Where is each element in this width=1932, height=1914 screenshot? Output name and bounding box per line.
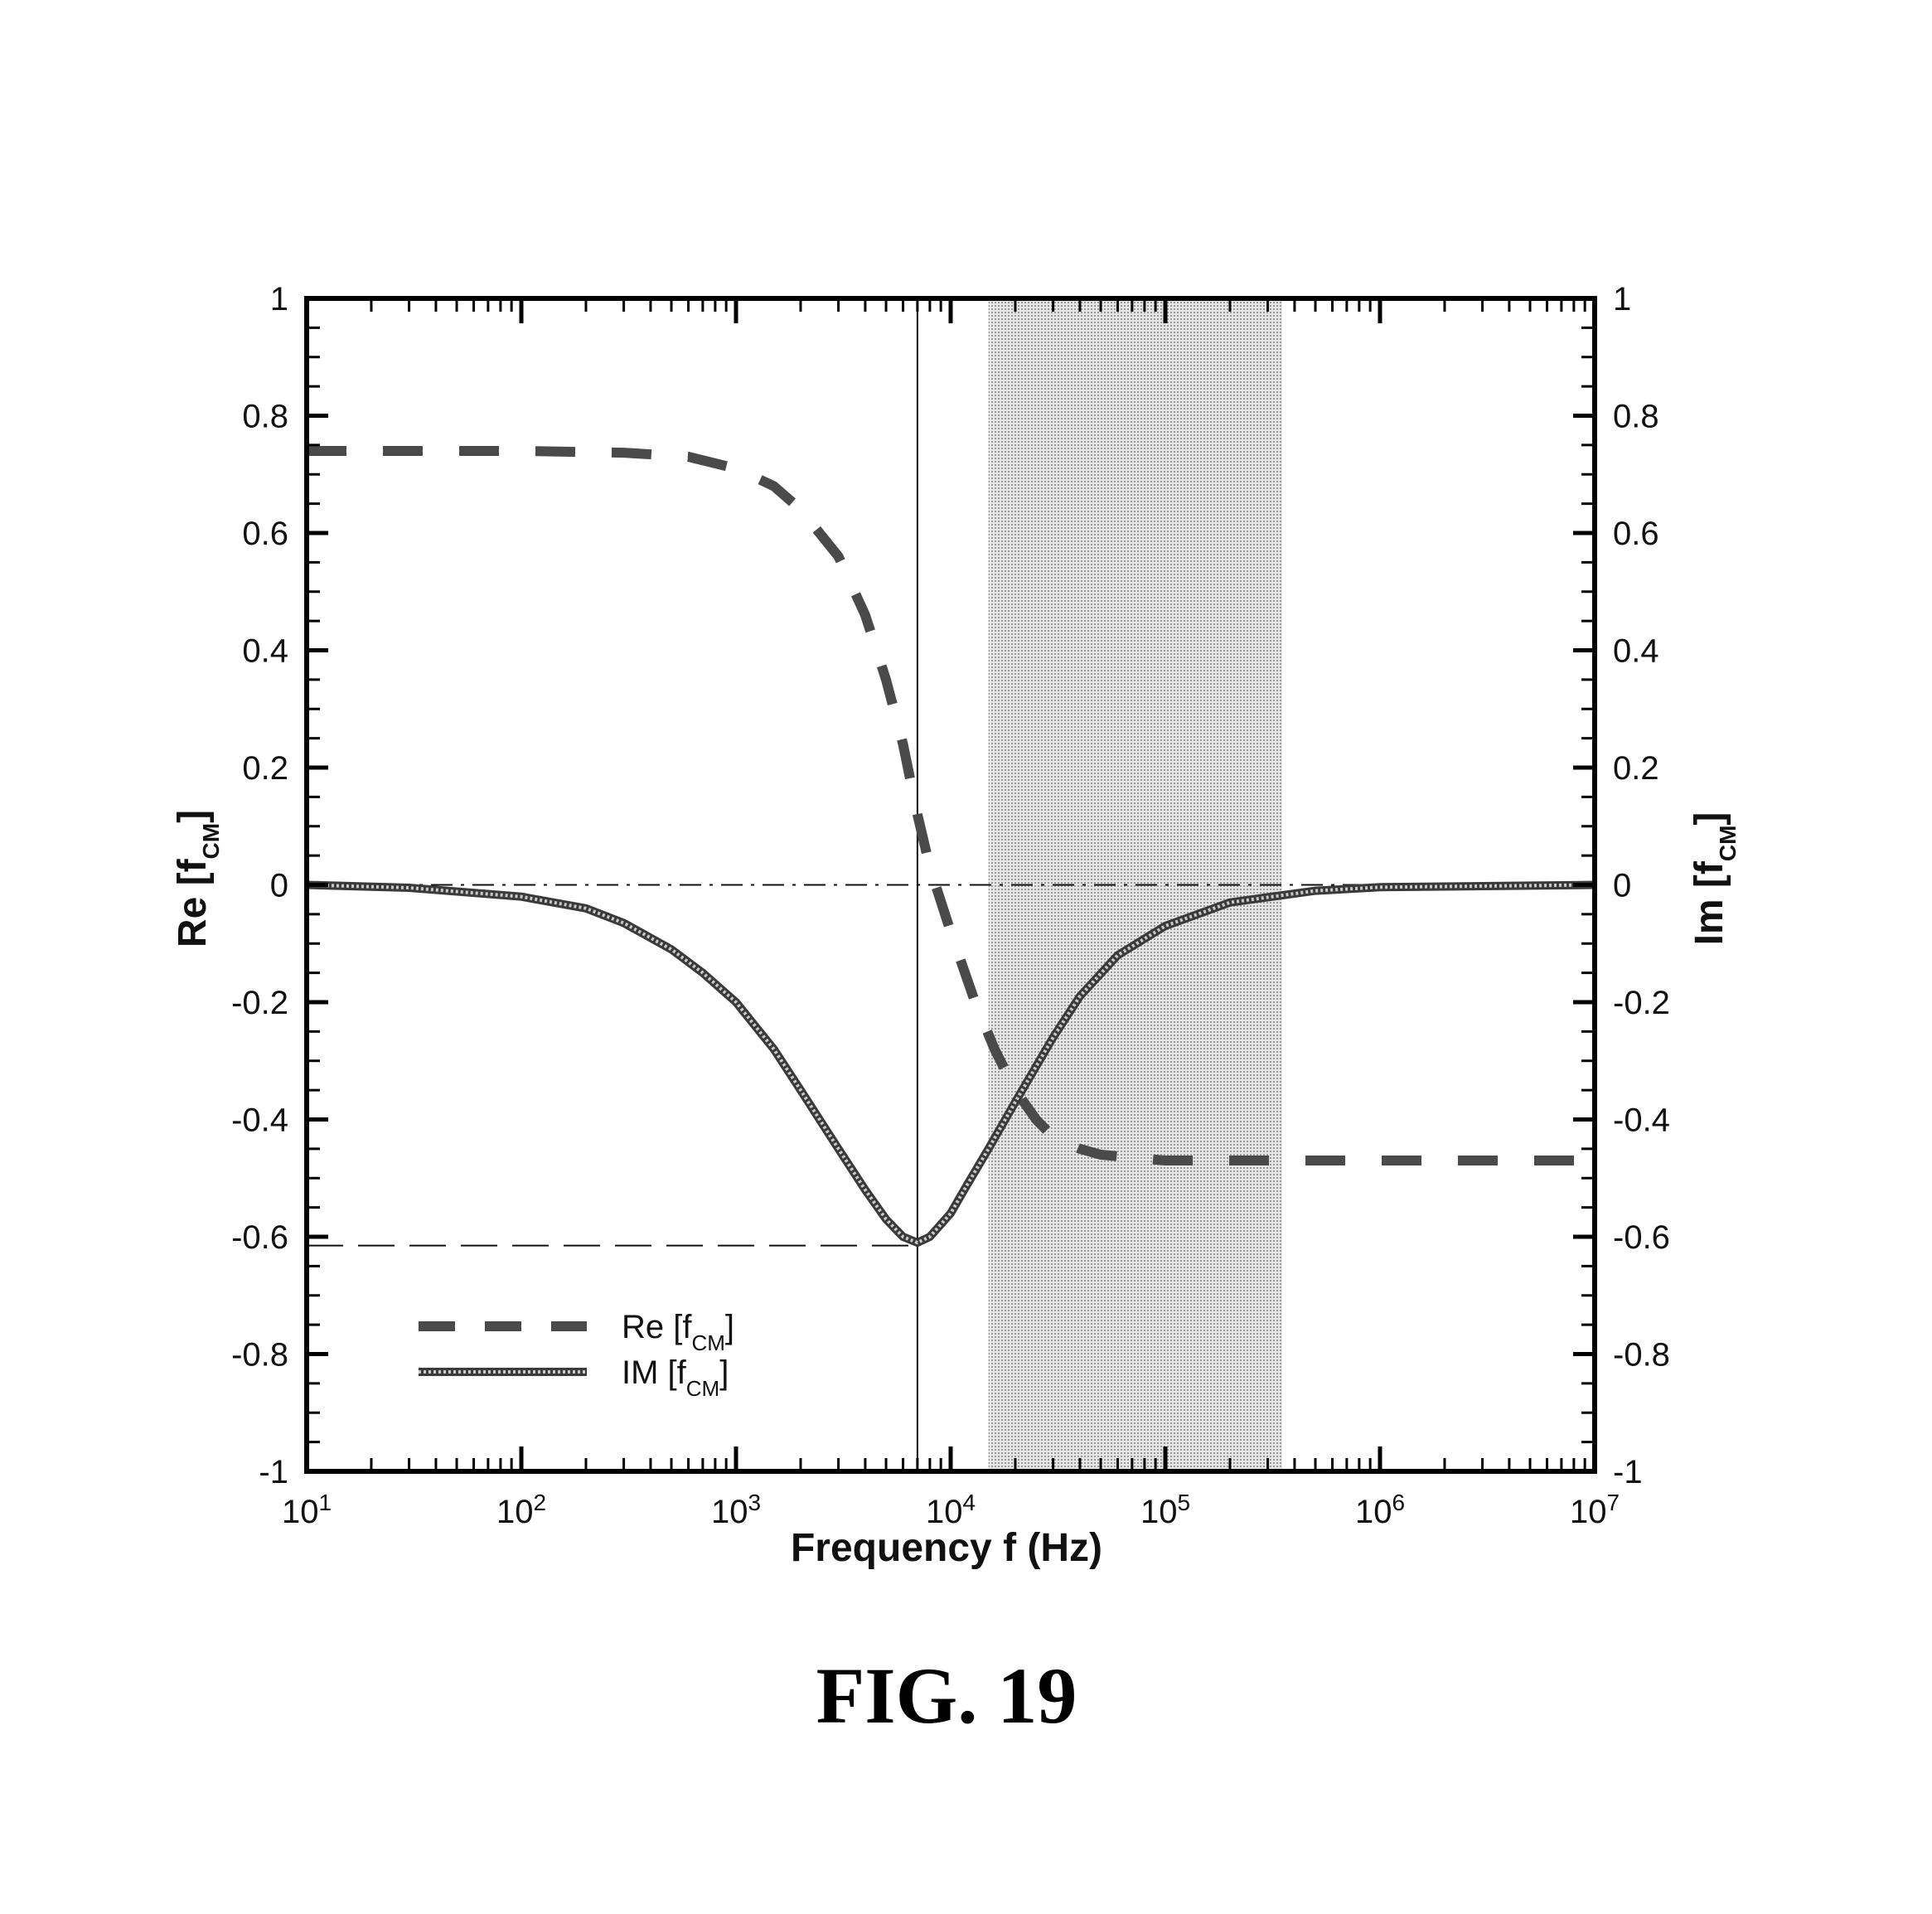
y-tick-label: 1 — [270, 281, 288, 317]
legend-label-close: ] — [725, 1309, 734, 1345]
y2-axis-title-text: Im [f — [1687, 860, 1731, 945]
y2-tick-label: -0.4 — [1613, 1102, 1670, 1139]
y2-tick-label: -0.2 — [1613, 985, 1670, 1021]
y2-tick-label: -0.6 — [1613, 1219, 1670, 1256]
y-axis-title-text: Re [f — [171, 858, 215, 947]
series-line-re — [307, 451, 1595, 1161]
y-tick-label: -1 — [259, 1454, 288, 1490]
y-axis-title-close: ] — [171, 810, 215, 823]
x-tick-label-exponent: 4 — [962, 1490, 976, 1515]
series-line-im-outer — [307, 885, 1595, 1243]
legend-label-text: IM [f — [622, 1354, 687, 1391]
y2-axis-title: Im [fCM] — [1687, 812, 1741, 946]
y-axis-title: Re [fCM] — [171, 810, 224, 947]
x-tick-label-exponent: 7 — [1606, 1490, 1620, 1515]
series-line-im-hatch — [307, 885, 1595, 1243]
x-tick-label-exponent: 5 — [1177, 1490, 1190, 1515]
legend-label: IM [fCM] — [622, 1354, 729, 1401]
x-axis-title: Frequency f (Hz) — [791, 1526, 1102, 1570]
y-tick-label: -0.6 — [231, 1219, 288, 1256]
x-tick-label: 105 — [1140, 1490, 1190, 1531]
y-tick-label: 0 — [270, 868, 288, 904]
y2-tick-label: -1 — [1613, 1454, 1643, 1490]
y-tick-label: -0.8 — [231, 1337, 288, 1374]
x-tick-label: 106 — [1355, 1490, 1405, 1531]
y-tick-label: 0.8 — [242, 399, 288, 435]
x-tick-label: 103 — [711, 1490, 761, 1531]
x-tick-label-exponent: 1 — [318, 1490, 332, 1515]
legend-label-sub: CM — [686, 1376, 719, 1401]
y2-tick-label: 0.8 — [1613, 399, 1659, 435]
figure-caption: FIG. 19 — [816, 1651, 1077, 1740]
legend-label-text: Re [f — [622, 1309, 692, 1345]
legend-label-sub: CM — [691, 1330, 724, 1355]
x-tick-label: 102 — [496, 1490, 546, 1531]
y2-tick-label: -0.8 — [1613, 1337, 1670, 1374]
legend-label-close: ] — [719, 1354, 729, 1391]
x-tick-label: 104 — [926, 1490, 976, 1531]
y-tick-label: -0.4 — [231, 1102, 288, 1139]
x-tick-label-exponent: 2 — [533, 1490, 546, 1515]
y-tick-label: -0.2 — [231, 985, 288, 1021]
y2-tick-label: 1 — [1613, 281, 1631, 317]
y-tick-label: 0.4 — [242, 633, 288, 670]
x-tick-label-base: 10 — [496, 1494, 534, 1530]
x-tick-label-base: 10 — [282, 1494, 319, 1530]
y2-tick-label: 0 — [1613, 868, 1631, 904]
y2-tick-label: 0.4 — [1613, 633, 1659, 670]
x-tick-label-base: 10 — [711, 1494, 748, 1530]
x-tick-label: 101 — [282, 1490, 332, 1531]
x-tick-label: 107 — [1570, 1490, 1620, 1531]
y2-axis-title-sub: CM — [1715, 826, 1741, 862]
y2-tick-label: 0.2 — [1613, 750, 1659, 787]
x-tick-label-exponent: 6 — [1392, 1490, 1405, 1515]
legend-label: Re [fCM] — [622, 1309, 734, 1355]
x-tick-label-exponent: 3 — [748, 1490, 761, 1515]
x-tick-label-base: 10 — [926, 1494, 963, 1530]
x-tick-label-base: 10 — [1140, 1494, 1178, 1530]
y-axis-title-sub: CM — [198, 823, 224, 860]
y-tick-label: 0.6 — [242, 516, 288, 552]
y2-axis-title-close: ] — [1687, 812, 1731, 826]
x-tick-label-base: 10 — [1355, 1494, 1392, 1530]
x-tick-label-base: 10 — [1570, 1494, 1607, 1530]
y2-tick-label: 0.6 — [1613, 516, 1659, 552]
y-tick-label: 0.2 — [242, 750, 288, 787]
legend: Re [fCM]IM [fCM] — [419, 1309, 734, 1401]
